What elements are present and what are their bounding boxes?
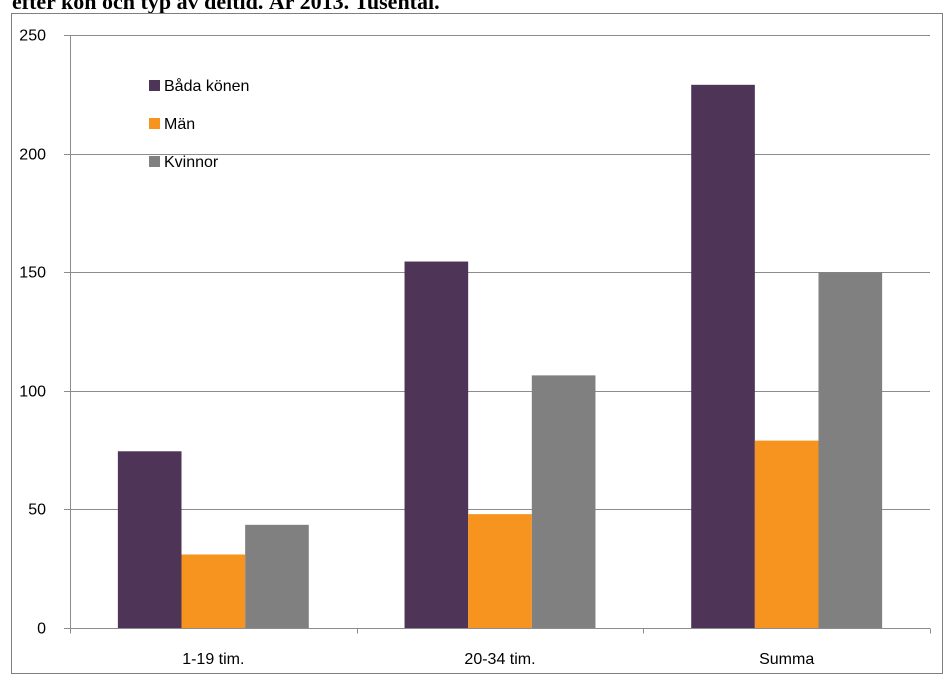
bar-1-2 bbox=[531, 375, 596, 628]
legend-label: Kvinnor bbox=[164, 154, 219, 171]
x-category-label: Summa bbox=[759, 651, 814, 668]
legend-swatch bbox=[149, 156, 160, 167]
legend: Båda könen Män Kvinnor bbox=[149, 77, 249, 171]
legend-swatch bbox=[149, 80, 160, 91]
axes bbox=[64, 35, 931, 634]
legend-swatch bbox=[149, 118, 160, 129]
y-tick-label: 150 bbox=[19, 265, 46, 282]
chart-title: efter kön och typ av deltid. År 2013. Tu… bbox=[12, 0, 440, 14]
bar-0-1 bbox=[181, 554, 246, 628]
bar-2-2 bbox=[818, 272, 883, 628]
bar-1-0 bbox=[404, 261, 469, 628]
y-tick-label: 200 bbox=[19, 147, 46, 164]
bar-1-1 bbox=[468, 514, 532, 628]
y-tick-label: 100 bbox=[19, 384, 46, 401]
bar-2-0 bbox=[691, 84, 755, 628]
bar-2-1 bbox=[754, 440, 819, 628]
legend-label: Män bbox=[164, 116, 195, 133]
bar-0-0 bbox=[117, 451, 182, 628]
x-tick-labels: 1-19 tim. 20-34 tim. Summa bbox=[182, 651, 814, 668]
y-tick-label: 0 bbox=[37, 621, 46, 638]
y-tick-label: 50 bbox=[28, 502, 46, 519]
legend-label: Båda könen bbox=[164, 77, 249, 95]
y-tick-label: 250 bbox=[19, 28, 46, 45]
y-tick-labels: 0 50 100 150 200 250 bbox=[19, 28, 46, 638]
bars bbox=[117, 84, 883, 628]
x-category-label: 1-19 tim. bbox=[182, 651, 244, 668]
gridlines bbox=[64, 35, 930, 510]
x-category-label: 20-34 tim. bbox=[464, 651, 535, 668]
bar-0-2 bbox=[245, 524, 309, 628]
